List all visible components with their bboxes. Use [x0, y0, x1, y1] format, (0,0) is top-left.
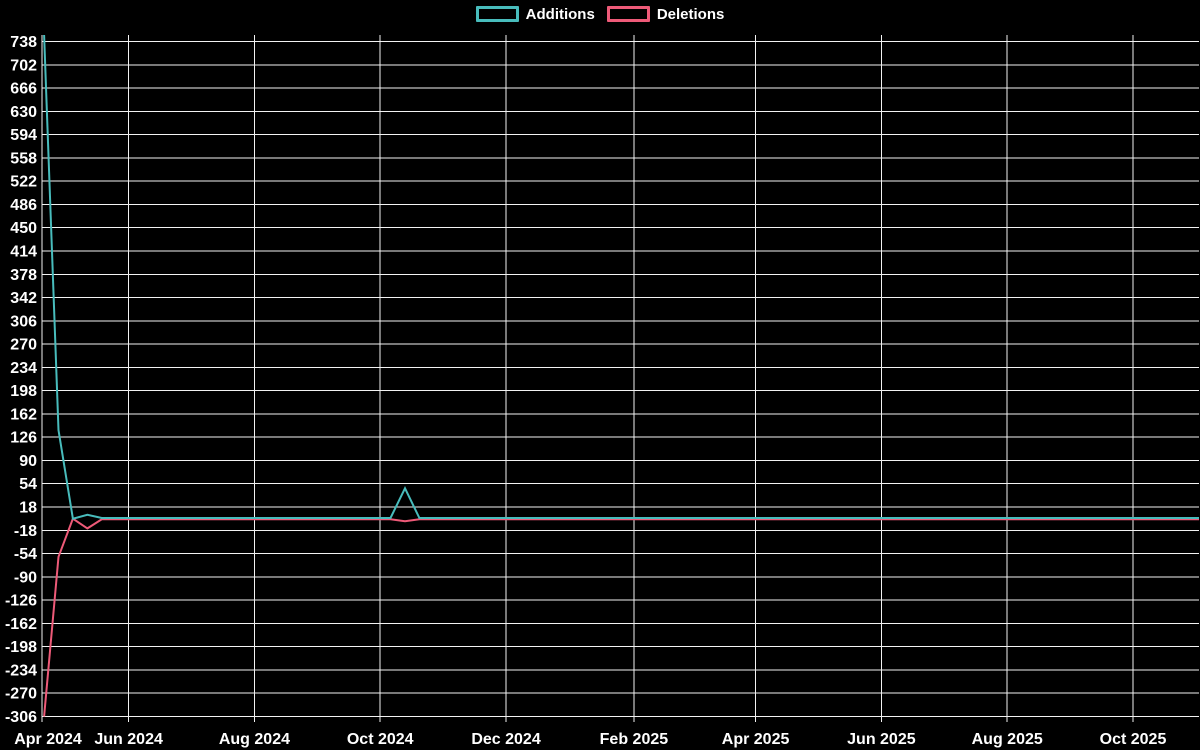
- y-tick-label: 702: [10, 57, 37, 74]
- y-tick-label: 414: [10, 243, 37, 260]
- y-tick-label: -126: [5, 593, 37, 610]
- x-gridlines: [41, 35, 1134, 722]
- y-tick-label: 342: [10, 290, 37, 307]
- y-tick-label: 630: [10, 104, 37, 121]
- legend-label-additions: Additions: [525, 5, 595, 23]
- x-tick-label: Dec 2024: [471, 731, 540, 748]
- y-tick-label: 198: [10, 383, 37, 400]
- y-tick-label: 54: [19, 476, 37, 493]
- x-tick-label: Apr 2025: [722, 731, 790, 748]
- deletions-swatch-icon: [606, 6, 650, 22]
- additions-line: [43, 34, 1199, 520]
- y-tick-labels: 738 702 666 630 594 558 522 486 450 414 378 342 306 2…: [5, 34, 37, 726]
- y-tick-label: 558: [10, 150, 37, 167]
- x-tick-label: Oct 2025: [1100, 731, 1167, 748]
- y-tick-label: -234: [5, 662, 37, 679]
- chart-legend: Additions Deletions: [0, 6, 1200, 22]
- y-tick-label: 522: [10, 174, 37, 191]
- y-tick-label: 90: [19, 453, 37, 470]
- y-gridlines: [42, 41, 1199, 717]
- y-tick-label: 18: [19, 500, 37, 517]
- legend-label-deletions: Deletions: [656, 5, 725, 23]
- y-tick-label: -306: [5, 709, 37, 726]
- y-tick-label: 306: [10, 313, 37, 330]
- y-tick-label: 450: [10, 220, 37, 237]
- x-tick-label: Aug 2024: [219, 731, 290, 748]
- y-tick-label: -18: [14, 523, 37, 540]
- y-tick-label: 162: [10, 406, 37, 423]
- legend-item-additions[interactable]: Additions: [475, 5, 595, 23]
- legend-item-deletions[interactable]: Deletions: [606, 5, 725, 23]
- x-tick-label: Jun 2024: [94, 731, 163, 748]
- y-tick-label: -54: [14, 546, 37, 563]
- x-tick-label: Oct 2024: [347, 731, 414, 748]
- x-tick-labels: Apr 2024 Jun 2024 Aug 2024 Oct 2024 Dec 2024…: [14, 731, 1166, 748]
- y-tick-label: 378: [10, 267, 37, 284]
- deletions-line: [43, 517, 1199, 717]
- x-tick-label: Apr 2024: [14, 731, 82, 748]
- y-tick-label: -90: [14, 569, 37, 586]
- y-tick-label: -198: [5, 639, 37, 656]
- y-tick-label: -162: [5, 616, 37, 633]
- y-tick-label: 738: [10, 34, 37, 51]
- y-tick-label: 270: [10, 337, 37, 354]
- y-tick-label: 666: [10, 81, 37, 98]
- y-tick-label: 594: [10, 127, 37, 144]
- y-tick-label: 126: [10, 430, 37, 447]
- additions-swatch-icon: [475, 6, 519, 22]
- y-tick-label: -270: [5, 686, 37, 703]
- x-tick-label: Aug 2025: [972, 731, 1043, 748]
- y-tick-label: 234: [10, 360, 37, 377]
- x-tick-label: Feb 2025: [600, 731, 669, 748]
- x-tick-label: Jun 2025: [847, 731, 916, 748]
- y-tick-label: 486: [10, 197, 37, 214]
